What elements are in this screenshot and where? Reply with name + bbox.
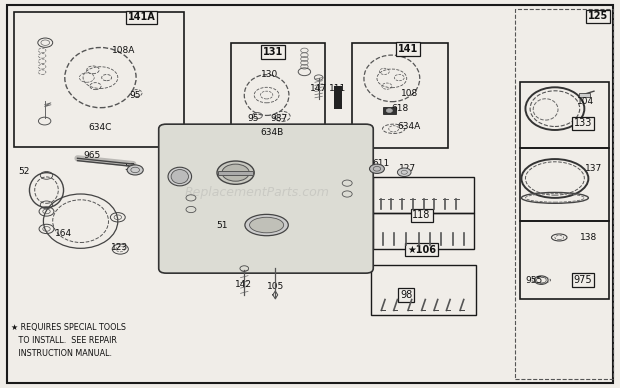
Text: 130: 130 [261,70,278,79]
Text: 104: 104 [577,97,594,106]
Text: 141: 141 [398,44,418,54]
Text: 141A: 141A [128,12,155,23]
Text: 955: 955 [526,275,543,285]
Bar [373,177,474,213]
Bar [520,148,609,221]
Text: 127: 127 [399,164,417,173]
Text: 164: 164 [55,229,72,238]
Bar [231,43,325,148]
Text: ReplacementParts.com: ReplacementParts.com [185,185,330,199]
Text: 975: 975 [574,275,592,285]
Circle shape [386,109,392,113]
FancyBboxPatch shape [159,124,373,273]
Bar [371,265,476,315]
Bar [383,107,396,114]
Ellipse shape [245,214,288,236]
Text: 98: 98 [400,290,412,300]
Ellipse shape [222,164,249,181]
Bar [14,12,184,147]
Ellipse shape [217,161,254,184]
Text: 965: 965 [83,151,100,160]
Bar [373,213,474,249]
Bar [515,9,613,379]
Text: 52: 52 [18,167,29,176]
Text: 95: 95 [247,114,259,123]
Text: 105: 105 [267,282,284,291]
Circle shape [397,168,411,177]
Text: 95: 95 [130,90,141,100]
Text: 618: 618 [391,104,409,113]
Text: 108A: 108A [112,46,136,55]
Text: 987: 987 [270,114,288,123]
Text: 125: 125 [588,11,608,21]
Bar [520,82,609,148]
Ellipse shape [249,217,284,233]
Text: 131: 131 [263,47,283,57]
Bar [334,86,342,109]
Text: 142: 142 [235,279,252,289]
Text: 111: 111 [329,84,346,93]
Text: ★106: ★106 [407,244,436,255]
Text: 51: 51 [216,221,228,230]
Text: 137: 137 [585,164,602,173]
Text: 123: 123 [110,243,128,252]
Ellipse shape [168,167,192,186]
Text: 634A: 634A [397,121,421,131]
Circle shape [370,164,384,173]
Text: 147: 147 [310,84,327,93]
Bar [520,221,609,299]
Text: ★ REQUIRES SPECIAL TOOLS
   TO INSTALL.  SEE REPAIR
   INSTRUCTION MANUAL.: ★ REQUIRES SPECIAL TOOLS TO INSTALL. SEE… [11,323,126,358]
Text: 634B: 634B [260,128,283,137]
Ellipse shape [171,170,188,184]
Bar [218,171,253,175]
Bar [352,43,448,148]
Text: 53: 53 [125,163,136,172]
Text: 108: 108 [401,88,418,98]
Text: 138: 138 [580,233,598,242]
Text: 611: 611 [372,159,389,168]
Bar [579,93,590,97]
Text: 634C: 634C [89,123,112,132]
Text: 118: 118 [412,210,431,220]
Text: 133: 133 [574,118,592,128]
Circle shape [127,165,143,175]
